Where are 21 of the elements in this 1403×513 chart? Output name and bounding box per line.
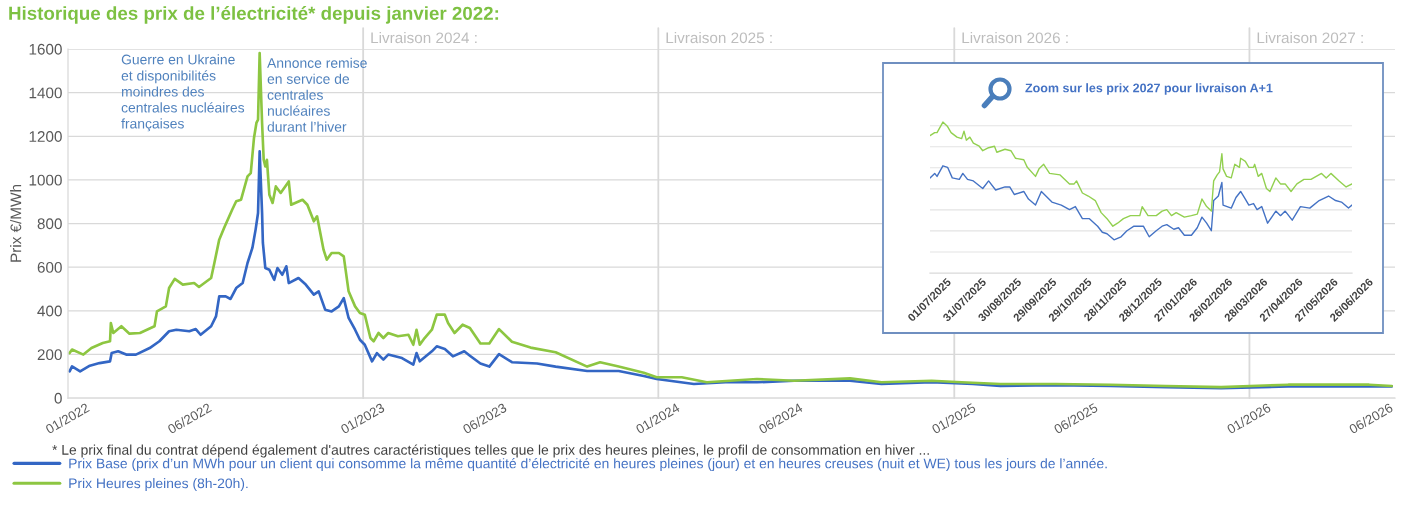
y-tick-label: 600 <box>37 261 62 273</box>
legend-label: Prix Base (prix d’un MWh pour un client qui consomme la même quantité d’électricité en heures pleines (jour) et en heures creuses (nuit et WE) tous les jours de l’année. <box>69 458 1107 472</box>
ref-line-label: Livraison 2027 : <box>1257 31 1363 44</box>
chart-title: Zoom sur les prix 2027 pour livraison A+1 <box>1025 83 1273 95</box>
y-tick-label: 800 <box>37 218 62 230</box>
y-tick-label: 1200 <box>29 131 62 142</box>
y-tick-label: 400 <box>37 305 62 317</box>
y-tick-label: 0 <box>54 392 62 404</box>
text: * Le prix final du contrat dépend également d'autres caractéristiques telles que le prix des heures pleines, le profil de consommation en hiver ... <box>52 444 929 458</box>
y-tick-label: 200 <box>37 349 62 361</box>
legend-label: Prix Heures pleines (8h-20h). <box>69 478 248 491</box>
annotation: Annonce remise en service de centrales nucléaires durant l’hiver <box>267 57 367 132</box>
y-tick-label: 1600 <box>29 43 62 55</box>
annotation: Guerre en Ukraine et disponibilités moindres des centrales nucléaires françaises <box>121 54 245 132</box>
ref-line-label: Livraison 2026 : <box>962 31 1068 44</box>
y-tick-label: 1000 <box>29 174 62 186</box>
ref-line-label: Livraison 2025 : <box>666 31 772 44</box>
y-axis-title: Prix €/MWh <box>10 185 22 262</box>
ref-line-label: Livraison 2024 : <box>371 31 477 44</box>
chart-title: Historique des prix de l’électricité* depuis janvier 2022: <box>9 6 499 24</box>
y-tick-label: 1400 <box>29 87 62 99</box>
